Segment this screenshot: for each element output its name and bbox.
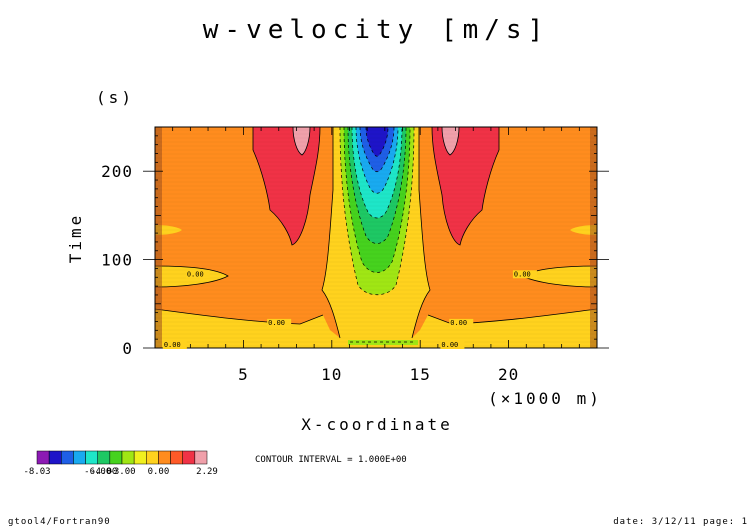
- field-pink-left: [292, 127, 311, 156]
- colorbar-label: -4.00: [90, 467, 117, 477]
- colorbar-label: 0.00: [148, 467, 170, 477]
- y-unit-label: (s): [96, 88, 134, 107]
- contour-label-bg: [449, 318, 474, 327]
- left-edge-strip: [155, 127, 162, 348]
- colorbar-swatch: [158, 450, 171, 465]
- x-tick-label: 5: [238, 365, 249, 384]
- plot-frame: [154, 126, 598, 349]
- field-green-bottom: [348, 340, 418, 345]
- time-gridlines: [155, 129, 597, 347]
- colorbar-labels: -8.03 -6.00-4.00-3.00 0.00 2.29: [23, 467, 217, 477]
- colorbar-swatch: [170, 450, 183, 465]
- footer-left: gtool4/Fortran90: [8, 517, 111, 527]
- contour-label: 0.00: [514, 270, 531, 278]
- x-tick-label: 15: [410, 365, 431, 384]
- field-red-right: [431, 127, 500, 246]
- x-tick-label: 20: [498, 365, 519, 384]
- right-edge-strip: [590, 127, 597, 348]
- y-tick-label: 100: [101, 251, 133, 270]
- colorbar-swatch: [121, 450, 135, 465]
- x-axis-label: X-coordinate: [301, 415, 453, 434]
- contour-label-bg: [162, 341, 187, 349]
- field-level-darkblue: [366, 127, 388, 157]
- colorbar-swatch: [36, 450, 50, 465]
- colorbar-label: 2.29: [196, 467, 218, 477]
- contour-label: 0.00: [164, 341, 181, 349]
- contour-label-bg: [440, 341, 465, 349]
- plot-field: [155, 127, 597, 348]
- contour-zero-center: [321, 127, 431, 339]
- contour-interval: CONTOUR INTERVAL = 1.000E+00: [255, 455, 407, 465]
- field-pink-right: [441, 127, 460, 156]
- contour-negative-dashed: [339, 127, 416, 343]
- contour-label-bg: [267, 318, 292, 327]
- chart-title: w-velocity [m/s]: [203, 15, 549, 45]
- y-tick-labels: 0 100 200: [101, 162, 133, 358]
- field-red-left: [252, 127, 321, 246]
- colorbar-swatch: [97, 450, 111, 465]
- x-unit-label: (×1000 m): [488, 389, 602, 408]
- colorbar-swatch: [182, 450, 196, 465]
- colorbar-swatch: [146, 450, 159, 465]
- x-tick-label: 10: [321, 365, 342, 384]
- colorbar-swatch: [48, 450, 62, 465]
- field-yellow-bottom: [155, 309, 597, 348]
- y-axis-label: Time: [66, 213, 85, 264]
- contour-labels: 0.00 0.00 0.00 0.00 0.00 0.00: [162, 270, 537, 349]
- x-tick-labels: 5 10 15 20: [238, 365, 519, 384]
- contour-label: 0.00: [441, 341, 458, 349]
- colorbar-label: -3.00: [108, 467, 135, 477]
- colorbar-swatch: [85, 450, 98, 465]
- y-tick-label: 200: [101, 162, 133, 181]
- contour-label-bg: [512, 270, 537, 279]
- y-tick-label: 0: [122, 339, 133, 358]
- contour-label-bg: [185, 270, 210, 279]
- colorbar-swatch: [133, 450, 147, 465]
- contour-label: 0.00: [268, 319, 285, 327]
- colorbar-swatch: [61, 450, 74, 465]
- contour-label: 0.00: [187, 270, 204, 278]
- colorbar-swatch: [194, 450, 208, 465]
- contour-label: 0.00: [450, 319, 467, 327]
- footer-right: date: 3/12/11 page: 1: [613, 517, 748, 527]
- colorbar-swatch: [73, 450, 86, 465]
- colorbar-label: -6.00: [84, 467, 111, 477]
- colorbar-label: -8.03: [23, 467, 50, 477]
- colorbar-swatch: [109, 450, 123, 465]
- colorbar: [36, 450, 208, 465]
- frame-ticks: [143, 126, 609, 349]
